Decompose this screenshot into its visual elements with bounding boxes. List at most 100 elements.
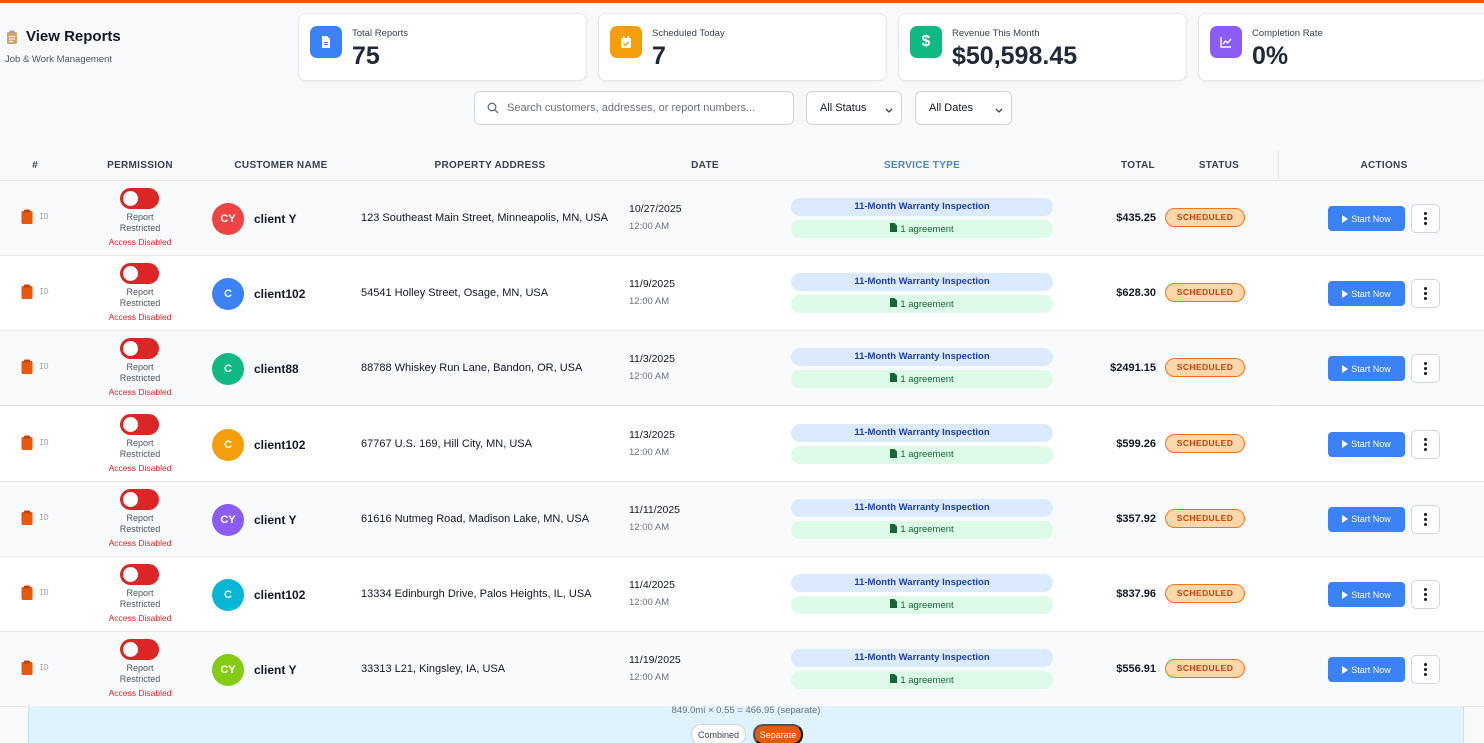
- search-input[interactable]: [507, 102, 777, 114]
- service-type-badge: 11-Month Warranty Inspection: [791, 273, 1053, 292]
- more-options-button[interactable]: [1411, 504, 1440, 534]
- more-options-button[interactable]: [1411, 429, 1440, 459]
- access-disabled-text: Access Disabled: [108, 537, 172, 548]
- file-icon: [890, 599, 898, 611]
- report-time: 12:00 AM: [629, 672, 670, 684]
- status-badge: SCHEDULED: [1165, 433, 1245, 453]
- start-now-button[interactable]: Start Now: [1328, 506, 1405, 532]
- customer-name[interactable]: client Y: [254, 212, 297, 226]
- customer-name[interactable]: client102: [254, 588, 306, 602]
- separate-toggle-button[interactable]: Separate: [753, 724, 803, 743]
- page-subtitle: Job & Work Management: [5, 54, 113, 65]
- play-icon: [1342, 590, 1349, 599]
- start-now-label: Start Now: [1351, 363, 1391, 374]
- permission-label: Restricted: [119, 373, 161, 384]
- more-options-button[interactable]: [1411, 279, 1440, 309]
- agreement-badge: 1 agreement: [791, 596, 1053, 614]
- file-icon: [890, 674, 898, 686]
- more-options-button[interactable]: [1411, 354, 1440, 384]
- table-row: ID Report Restricted Access Disabled C c…: [0, 256, 1484, 332]
- more-options-button[interactable]: [1411, 655, 1440, 685]
- start-now-button[interactable]: Start Now: [1328, 657, 1405, 683]
- stat-label: Completion Rate: [1252, 28, 1323, 39]
- start-now-label: Start Now: [1351, 514, 1391, 525]
- permission-label: Report: [126, 437, 154, 448]
- report-date: 11/4/2025: [629, 579, 675, 591]
- report-total: $2491.15: [1110, 362, 1156, 375]
- table-row: ID Report Restricted Access Disabled C c…: [0, 557, 1484, 632]
- dollar-icon: $: [910, 26, 942, 58]
- permission-toggle[interactable]: [120, 263, 159, 285]
- column-header-property-address[interactable]: PROPERTY ADDRESS: [434, 160, 546, 171]
- permission-toggle[interactable]: [120, 413, 159, 435]
- stat-card-scheduled-today: Scheduled Today 7: [598, 13, 887, 81]
- page-title: View Reports: [6, 28, 121, 45]
- stat-value: 0%: [1252, 42, 1289, 70]
- start-now-button[interactable]: Start Now: [1328, 206, 1405, 231]
- clipboard-icon: [21, 510, 33, 525]
- report-total: $435.25: [1116, 212, 1156, 224]
- avatar: CY: [212, 203, 244, 235]
- permission-toggle[interactable]: [120, 639, 159, 661]
- column-header-date[interactable]: DATE: [691, 160, 719, 171]
- status-badge: SCHEDULED: [1165, 584, 1245, 603]
- report-date: 11/3/2025: [629, 353, 675, 366]
- stat-label: Total Reports: [352, 28, 408, 39]
- column-header-permission[interactable]: PERMISSION: [107, 160, 173, 171]
- report-id-label: ID: [39, 362, 49, 372]
- customer-name[interactable]: client102: [254, 287, 306, 302]
- more-options-button[interactable]: [1411, 204, 1440, 233]
- table-row: ID Report Restricted Access Disabled CY …: [0, 181, 1484, 256]
- search-box[interactable]: [474, 91, 794, 125]
- file-icon: [890, 223, 898, 235]
- combined-toggle-button[interactable]: Combined: [691, 724, 746, 743]
- service-type-badge: 11-Month Warranty Inspection: [791, 348, 1053, 367]
- start-now-button[interactable]: Start Now: [1328, 582, 1405, 607]
- report-date: 11/19/2025: [629, 654, 681, 667]
- file-icon: [890, 298, 898, 310]
- permission-label: Report: [126, 287, 154, 298]
- report-date: 11/11/2025: [629, 503, 680, 516]
- status-filter-select[interactable]: All Status: [806, 91, 902, 125]
- stat-card-revenue: $ Revenue This Month $50,598.45: [898, 13, 1187, 81]
- property-address: 33313 L21, Kingsley, IA, USA: [361, 663, 506, 676]
- status-badge: SCHEDULED: [1165, 358, 1245, 378]
- chevron-down-icon: [885, 105, 893, 117]
- more-options-button[interactable]: [1411, 580, 1440, 609]
- column-header-number[interactable]: #: [32, 160, 38, 171]
- column-header-status[interactable]: STATUS: [1198, 160, 1240, 171]
- permission-label: Report: [126, 212, 154, 222]
- access-disabled-text: Access Disabled: [108, 237, 172, 247]
- file-icon: [890, 448, 898, 461]
- start-now-button[interactable]: Start Now: [1328, 356, 1405, 382]
- report-total: $837.96: [1116, 588, 1156, 600]
- start-now-button[interactable]: Start Now: [1328, 281, 1405, 307]
- start-now-button[interactable]: Start Now: [1328, 431, 1405, 457]
- date-filter-select[interactable]: All Dates: [915, 91, 1012, 125]
- customer-name[interactable]: client102: [254, 437, 306, 452]
- customer-name[interactable]: client Y: [254, 663, 297, 678]
- start-now-label: Start Now: [1351, 213, 1391, 224]
- play-icon: [1342, 665, 1349, 674]
- stat-value: 7: [652, 42, 666, 70]
- table-row: ID Report Restricted Access Disabled C c…: [0, 331, 1484, 407]
- column-header-total[interactable]: TOTAL: [1121, 160, 1155, 171]
- customer-name[interactable]: client88: [254, 362, 299, 377]
- permission-toggle[interactable]: [120, 338, 159, 360]
- column-header-customer-name[interactable]: CUSTOMER NAME: [234, 160, 328, 171]
- column-header-service-type[interactable]: SERVICE TYPE: [883, 160, 961, 171]
- property-address: 54541 Holley Street, Osage, MN, USA: [361, 287, 549, 300]
- permission-toggle[interactable]: [120, 188, 159, 209]
- clipboard-icon: [6, 30, 18, 44]
- avatar: CY: [212, 654, 244, 687]
- agreement-text: 1 agreement: [900, 223, 954, 235]
- avatar: C: [212, 428, 244, 461]
- customer-name[interactable]: client Y: [254, 512, 297, 527]
- clipboard-icon: [21, 209, 33, 224]
- report-id-cell: ID: [21, 585, 49, 600]
- permission-toggle[interactable]: [120, 564, 159, 585]
- access-disabled-text: Access Disabled: [108, 688, 172, 699]
- permission-toggle[interactable]: [120, 488, 159, 510]
- page-title-text: View Reports: [26, 28, 121, 45]
- report-total: $357.92: [1116, 512, 1156, 525]
